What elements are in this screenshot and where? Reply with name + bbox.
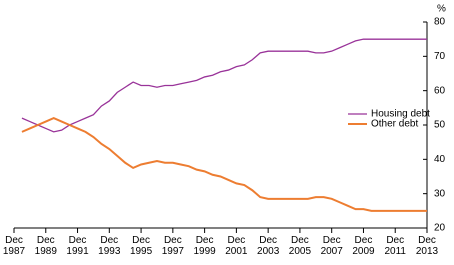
y-tick-label: 70	[434, 51, 446, 62]
x-tick-label: Dec 2005	[288, 235, 312, 257]
x-tick-label: Dec 2007	[320, 235, 343, 257]
y-tick-label: 40	[434, 154, 446, 165]
x-tick-label: Dec 2013	[415, 235, 439, 257]
x-tick-label: Dec 1997	[161, 235, 184, 257]
x-tick-label: Dec 1989	[34, 235, 57, 257]
x-tick-label: Dec 1993	[98, 235, 121, 257]
x-tick-label: Dec 2009	[352, 235, 375, 257]
y-axis-label: %	[437, 4, 446, 15]
line-series	[21, 38, 427, 133]
legend-label: Other debt	[371, 119, 418, 130]
line-series	[21, 117, 427, 212]
y-tick-label: 30	[434, 188, 446, 199]
x-tick-label: Dec 2001	[225, 235, 248, 257]
x-tick-label: Dec 1987	[2, 235, 26, 257]
x-tick-label: Dec 1991	[66, 235, 89, 257]
y-tick-label: 80	[434, 17, 446, 28]
y-tick-label: 20	[434, 223, 446, 234]
x-tick-label: Dec 2011	[384, 235, 406, 257]
legend-label: Housing debt	[371, 109, 430, 120]
x-tick-label: Dec 1995	[129, 235, 153, 257]
x-tick-label: Dec 1999	[193, 235, 216, 257]
y-tick-label: 50	[434, 120, 446, 131]
x-tick-label: Dec 2003	[257, 235, 280, 257]
y-tick-label: 60	[434, 85, 446, 96]
